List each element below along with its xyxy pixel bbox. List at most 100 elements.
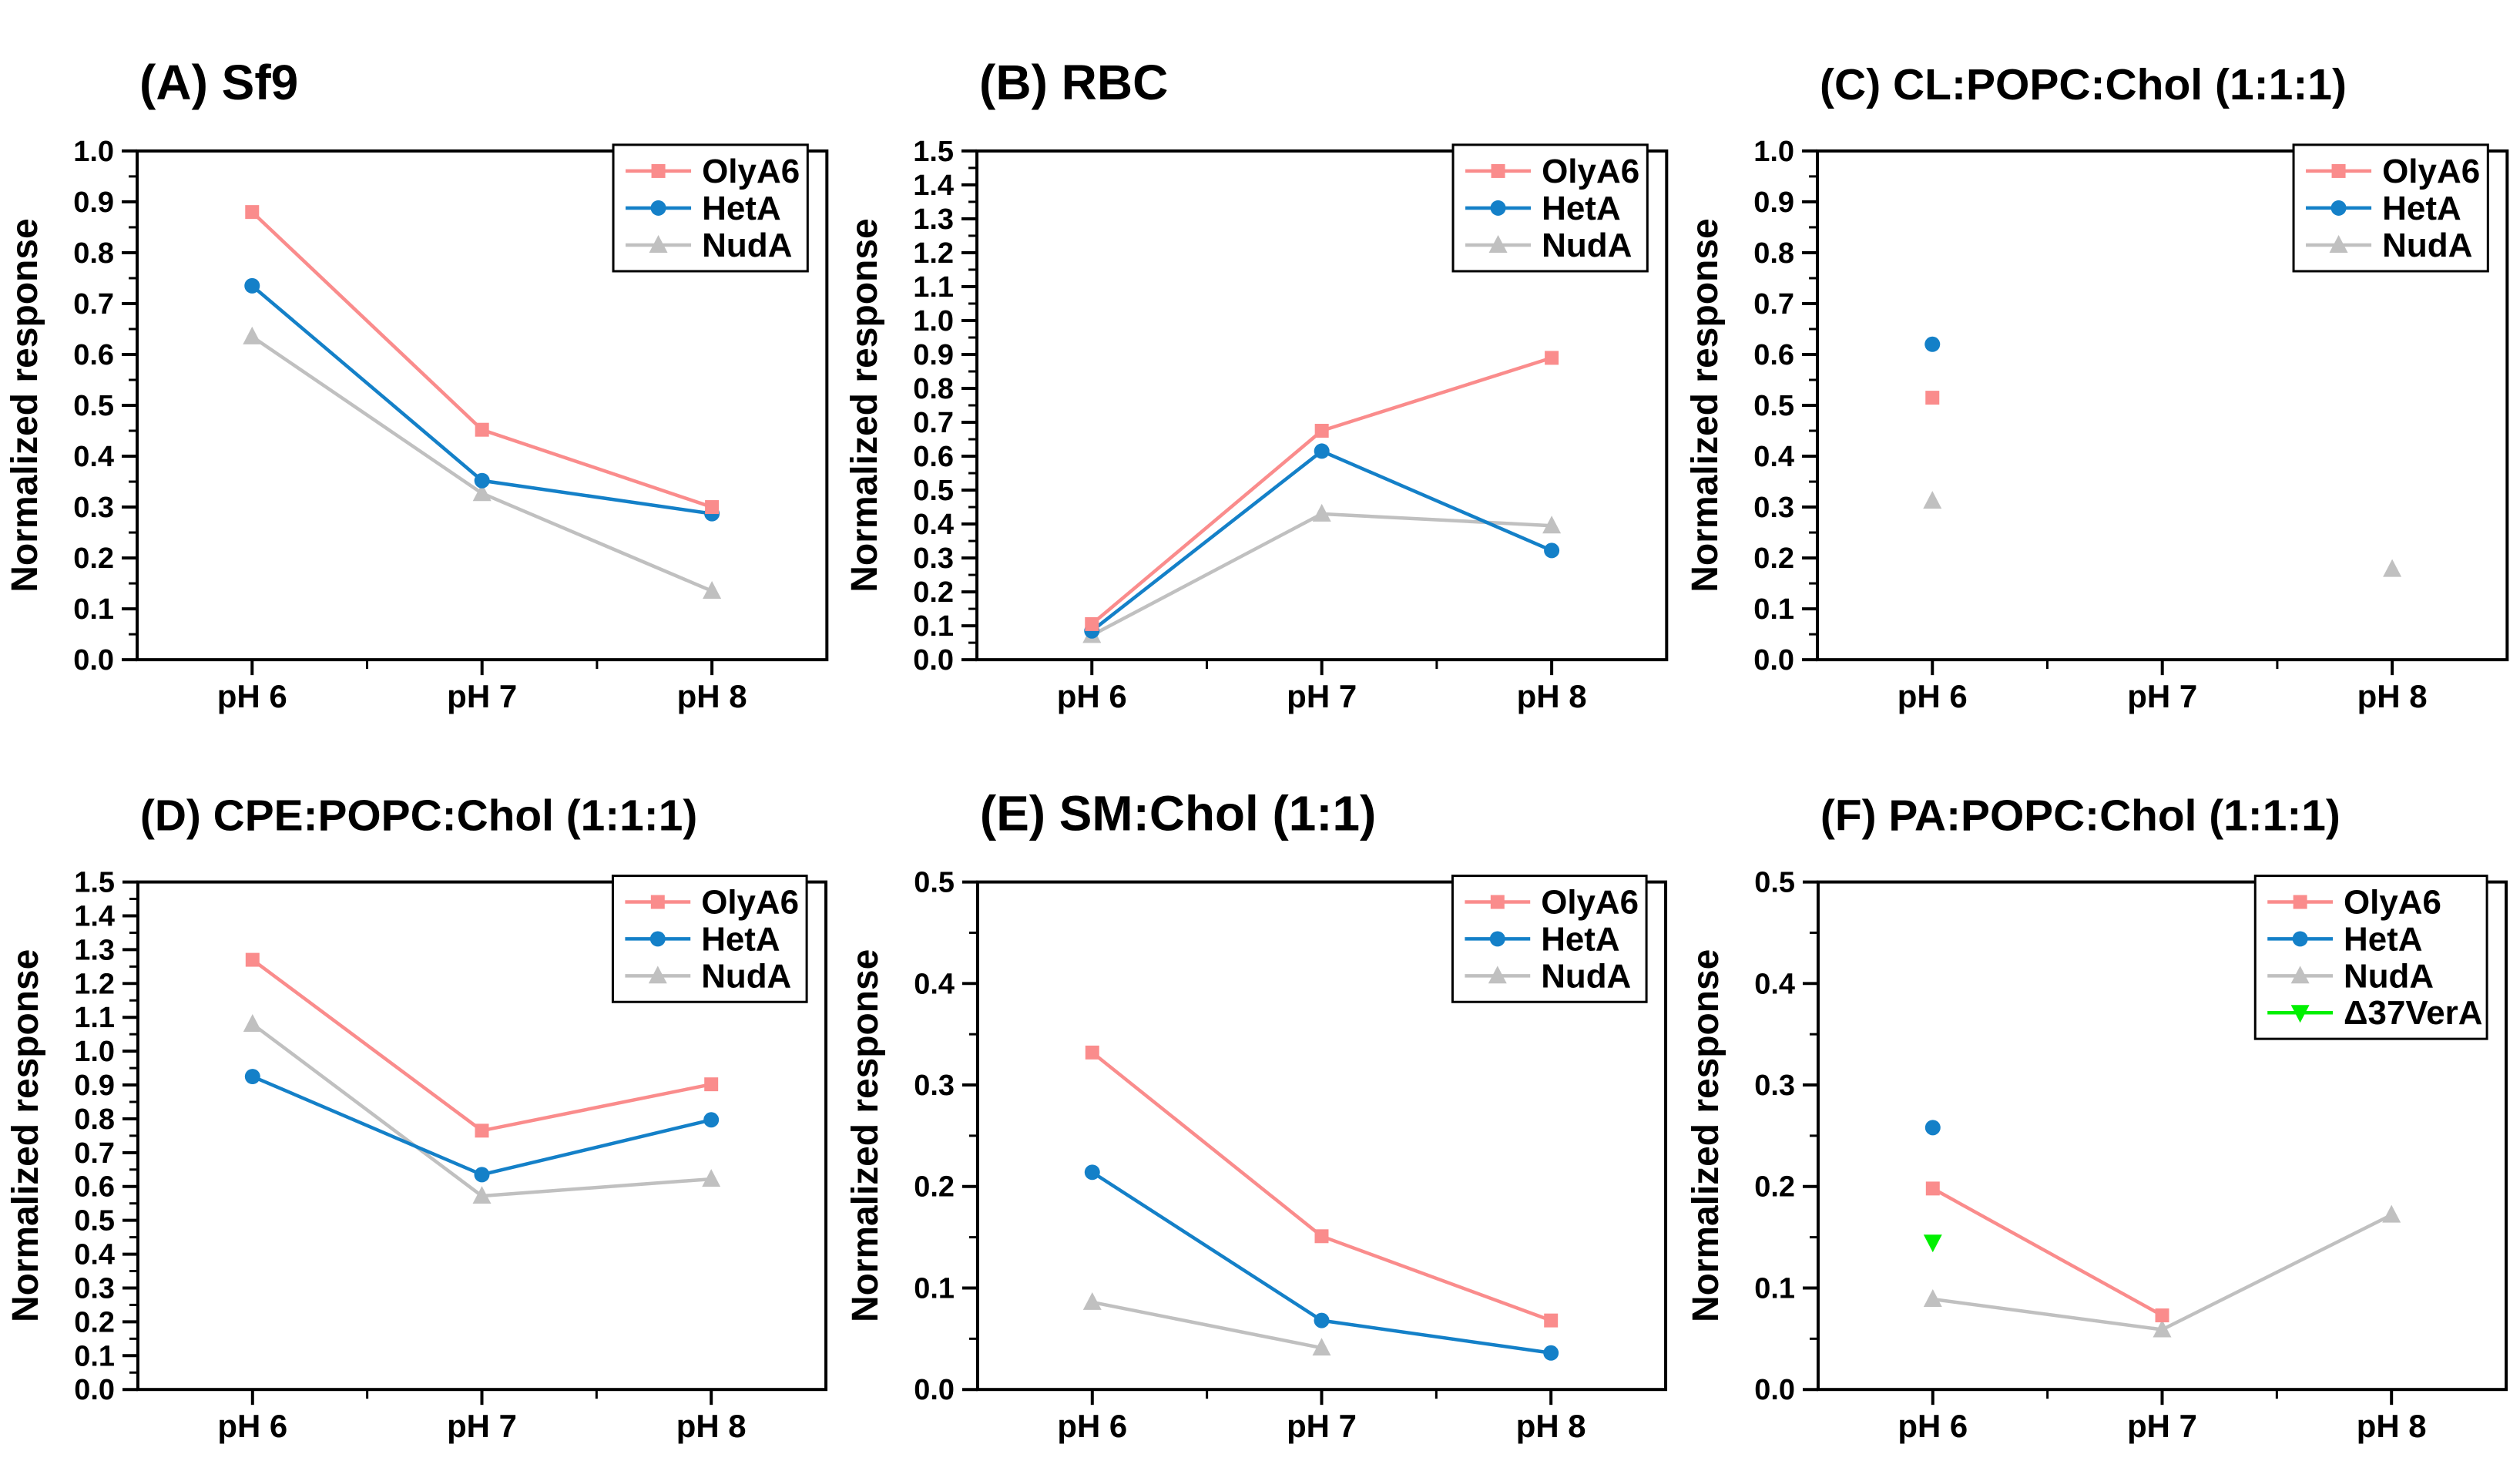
panel-title: (B) RBC (979, 55, 1168, 110)
y-tick-label: 0.5 (73, 390, 114, 422)
y-tick-label: 1.4 (74, 900, 115, 932)
y-tick-label: 0.9 (1753, 186, 1794, 219)
x-tick-label: pH 7 (1287, 678, 1357, 714)
panel-title: (E) SM:Chol (1:1) (980, 786, 1376, 841)
chart-svg-D: (D) CPE:POPC:Chol (1:1:1)0.00.10.20.30.4… (5, 792, 828, 1444)
legend-item-NudA: NudA (625, 957, 791, 995)
legend-item-NudA: NudA (626, 227, 792, 264)
series-HetA (1084, 443, 1560, 639)
y-tick-label: 0.0 (74, 1374, 115, 1406)
x-tick-label: pH 6 (217, 1408, 287, 1444)
series-HetA (244, 1069, 720, 1183)
y-tick-label: 0.3 (1754, 1070, 1795, 1102)
x-axis: pH 6 pH 7 pH 8 (1898, 1389, 2426, 1444)
y-tick-label: 0.5 (914, 867, 955, 899)
y-tick-label: 0.8 (74, 1103, 115, 1136)
y-tick-label: 0.0 (914, 1374, 955, 1406)
chart-svg-E: (E) SM:Chol (1:1) 0.0 0.1 0.2 0.3 0.4 0.5 Norma… (846, 786, 1668, 1444)
y-tick-label: 0.2 (1754, 1171, 1795, 1204)
legend-item-OlyA6: OlyA6 (1465, 884, 1639, 922)
x-axis: pH 6 pH 7 pH 8 (1057, 660, 1587, 714)
y-tick-label: 1.1 (74, 1002, 115, 1034)
series-Δ37VerA (1923, 1234, 1942, 1253)
legend-label: NudA (2344, 957, 2434, 995)
series-HetA (1085, 1164, 1559, 1361)
legend-label: OlyA6 (702, 153, 800, 190)
chart-svg-A: (A) Sf9 0.0 0.1 0.2 0.3 0.4 0.5 0.6 0.7 0.8 0.9 1.0… (5, 55, 829, 714)
y-tick-label: 0.3 (74, 1272, 115, 1305)
y-tick-label: 0.6 (1753, 339, 1794, 371)
legend-item-HetA: HetA (1465, 190, 1621, 227)
panel-title: (A) Sf9 (139, 55, 298, 110)
y-tick-label: 0.5 (1754, 867, 1795, 899)
legend-item-HetA: HetA (1465, 920, 1620, 958)
x-tick-label: pH 6 (1898, 1408, 1968, 1444)
y-tick-label: 0.7 (73, 288, 114, 321)
series-NudA (1922, 491, 2401, 577)
series-OlyA6 (245, 205, 720, 515)
legend-item-HetA: HetA (2267, 920, 2422, 958)
x-axis: pH 6 pH 7 pH 8 (1058, 1389, 1586, 1444)
y-tick-label: 0.6 (73, 339, 114, 371)
legend-item-HetA: HetA (626, 190, 781, 227)
x-tick-label: pH 7 (1287, 1408, 1357, 1444)
x-tick-label: pH 6 (1897, 678, 1967, 714)
chart-svg-F: (F) PA:POPC:Chol (1:1:1)0.00.10.20.30.40… (1686, 792, 2508, 1444)
y-tick-label: 0.6 (914, 441, 955, 473)
legend-label: NudA (702, 227, 792, 264)
x-tick-label: pH 8 (1516, 1408, 1586, 1444)
x-tick-label: pH 8 (1517, 678, 1587, 714)
y-tick-label: 0.4 (914, 968, 955, 1000)
series-OlyA6 (245, 952, 719, 1138)
y-axis-title: Normalized response (1686, 949, 1726, 1322)
x-tick-label: pH 8 (676, 1408, 747, 1444)
y-tick-label: 0.4 (74, 1239, 115, 1271)
legend-label: HetA (2382, 190, 2461, 227)
y-tick-label: 1.0 (1753, 136, 1794, 168)
series-OlyA6 (1925, 1181, 2169, 1323)
series-OlyA6 (1085, 351, 1559, 631)
legend-item-OlyA6: OlyA6 (1465, 153, 1640, 190)
y-tick-label: 0.1 (914, 1272, 955, 1305)
y-tick-label: 1.3 (914, 203, 955, 236)
y-tick-label: 0.2 (1753, 542, 1794, 575)
x-tick-label: pH 7 (2127, 678, 2197, 714)
legend-item-OlyA6: OlyA6 (2267, 884, 2441, 922)
legend-label: OlyA6 (701, 884, 799, 922)
x-tick-label: pH 8 (2356, 1408, 2426, 1444)
y-tick-label: 0.1 (914, 610, 955, 643)
legend-item-OlyA6: OlyA6 (625, 884, 799, 922)
x-tick-label: pH 6 (217, 678, 287, 714)
legend-label: HetA (2344, 920, 2422, 958)
y-tick-label: 0.1 (74, 1340, 115, 1372)
plot-frame (976, 880, 1668, 1392)
legend-item-HetA: HetA (2305, 190, 2461, 227)
legend-item-OlyA6: OlyA6 (626, 153, 800, 190)
x-tick-label: pH 6 (1058, 1408, 1128, 1444)
y-axis: 0.0 0.1 0.2 0.3 0.4 0.5 0.6 0.7 0.8 0.9 1.0 (73, 136, 138, 677)
series-NudA (1083, 1291, 1331, 1356)
panel-E: (E) SM:Chol (1:1) 0.0 0.1 0.2 0.3 0.4 0.5 Norma… (840, 732, 1679, 1461)
legend-label: OlyA6 (2382, 153, 2480, 190)
y-tick-label: 0.4 (1753, 441, 1794, 473)
panel-title: (C) CL:POPC:Chol (1:1:1) (1820, 60, 2347, 109)
y-axis: 0.00.10.20.30.40.50.60.70.80.91.01.11.21… (74, 867, 138, 1406)
y-tick-label: 1.3 (74, 934, 115, 966)
y-tick-label: 0.3 (914, 542, 955, 575)
y-axis: 0.00.10.20.30.40.50.60.70.80.91.01.11.21… (914, 136, 978, 677)
y-tick-label: 0.7 (1753, 288, 1794, 321)
chart-svg-C: (C) CL:POPC:Chol (1:1:1)0.00.10.20.30.40… (1685, 60, 2508, 714)
y-tick-label: 1.2 (914, 237, 955, 270)
series-HetA (1924, 336, 1940, 352)
legend-label: NudA (2382, 227, 2472, 264)
y-tick-label: 1.4 (914, 170, 955, 202)
legend-label: NudA (1542, 227, 1632, 264)
panel-F: (F) PA:POPC:Chol (1:1:1) 0.0 0.1 0.2 0.3 0.4 0… (1680, 732, 2520, 1461)
legend-label: OlyA6 (1542, 153, 1639, 190)
y-axis-title: Normalized response (844, 218, 885, 592)
y-tick-label: 0.2 (74, 1306, 115, 1338)
y-tick-label: 0.8 (73, 237, 114, 270)
series-NudA (243, 1014, 721, 1204)
y-axis-title: Normalized response (1685, 218, 1726, 592)
